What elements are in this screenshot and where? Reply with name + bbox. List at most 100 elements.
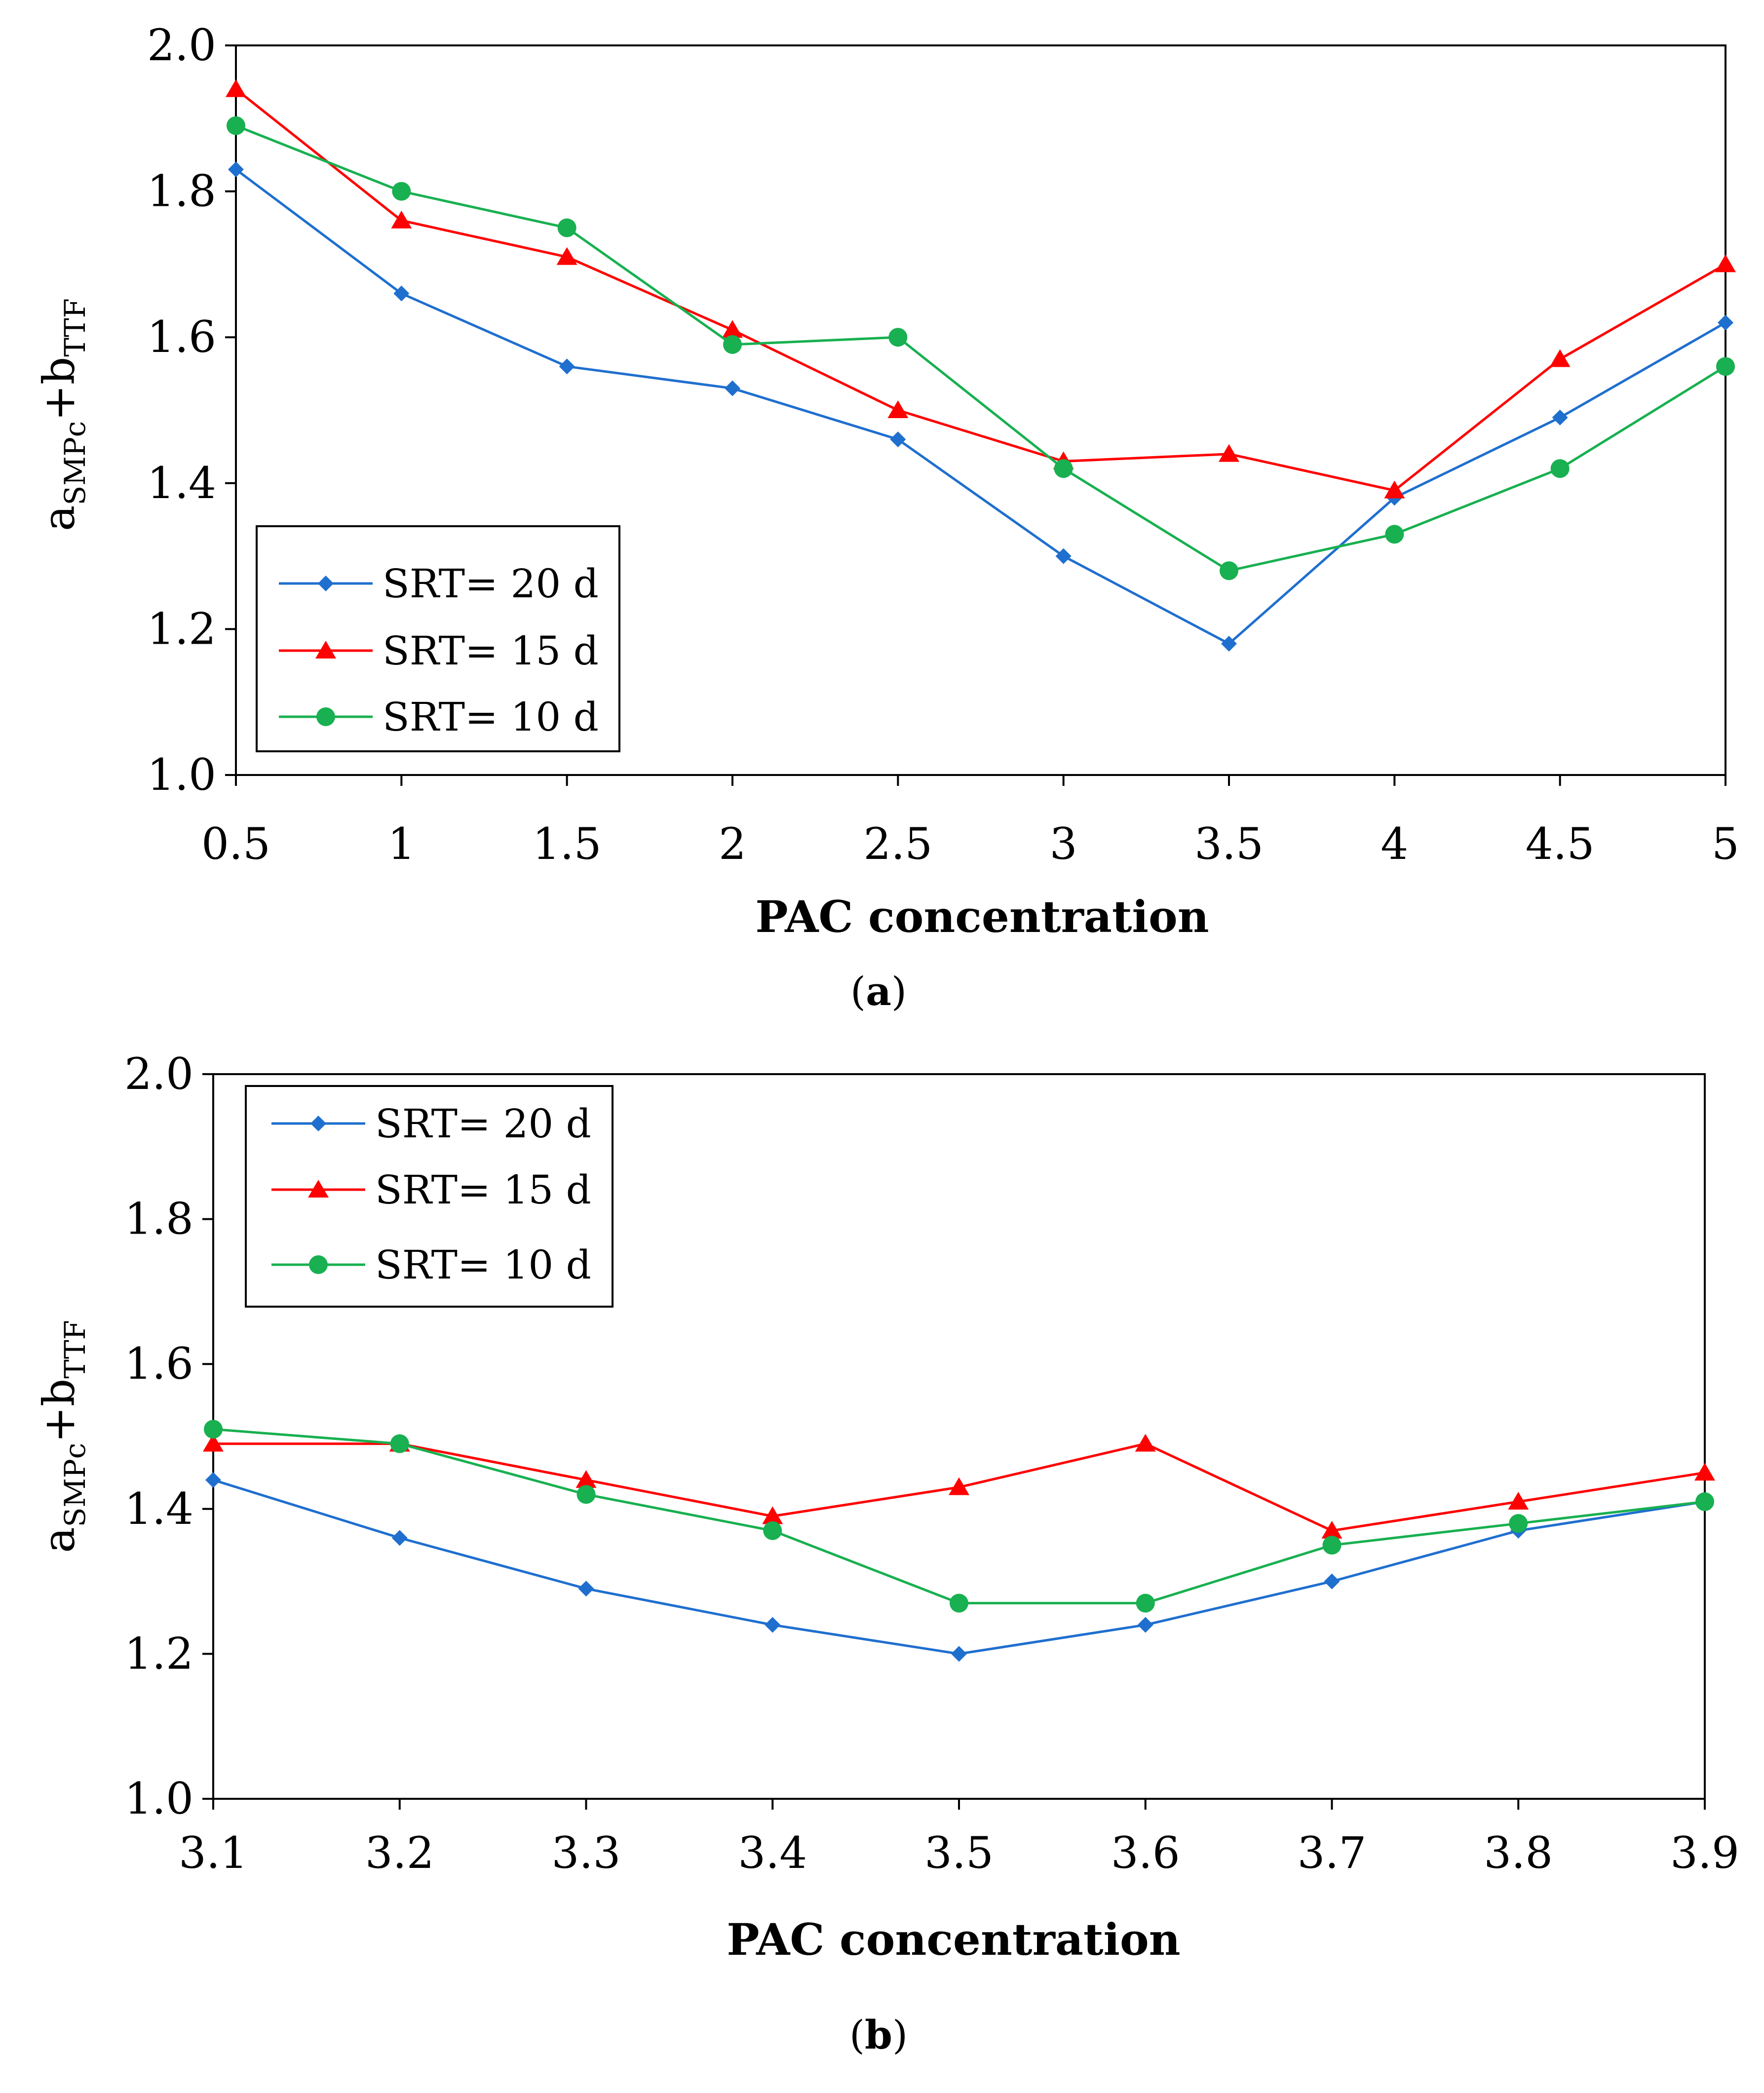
chart-a-point-srt20 bbox=[1055, 548, 1072, 564]
chart-b-point-srt15 bbox=[1694, 1463, 1715, 1481]
chart-a-y-tick-label: 1.8 bbox=[147, 166, 216, 217]
chart-a-point-srt15 bbox=[722, 320, 743, 338]
chart-b-point-srt20 bbox=[765, 1617, 781, 1633]
chart-a-point-srt10 bbox=[227, 116, 245, 135]
chart-a-legend-label-srt20: SRT= 20 d bbox=[383, 561, 599, 607]
chart-b-point-srt10 bbox=[950, 1593, 968, 1613]
chart-a-y-axis-title-sub1: SMPc bbox=[58, 421, 92, 505]
chart-b-point-srt15 bbox=[1135, 1434, 1156, 1452]
chart-a-y-tick-label: 2.0 bbox=[147, 20, 216, 71]
chart-a-point-srt10 bbox=[723, 335, 742, 354]
chart-a-x-tick-label: 4.5 bbox=[1526, 818, 1595, 869]
chart-b-point-srt10 bbox=[1509, 1514, 1528, 1533]
chart-a-y-axis-title: aSMPc+bTTF bbox=[34, 298, 92, 531]
chart-a-point-srt15 bbox=[226, 79, 246, 97]
chart-a-x-tick-label: 0.5 bbox=[201, 818, 270, 869]
chart-a-y-axis-title-a: a bbox=[34, 505, 84, 531]
chart-a-caption-open: ( bbox=[850, 969, 866, 1014]
chart-a-x-tick-label: 4 bbox=[1381, 818, 1408, 869]
chart-a-point-srt20 bbox=[1552, 409, 1568, 426]
chart-a-point-srt20 bbox=[725, 380, 740, 396]
chart-b-point-srt20 bbox=[205, 1472, 221, 1488]
chart-a-x-tick-label: 2.5 bbox=[863, 818, 932, 869]
chart-a-legend-item-srt10: SRT= 10 d bbox=[279, 694, 599, 740]
chart-a-x-tick-label: 5 bbox=[1712, 818, 1739, 869]
chart-b-point-srt20 bbox=[578, 1581, 594, 1597]
chart-b-point-srt20 bbox=[1137, 1617, 1153, 1633]
chart-a-legend-marker-srt15 bbox=[315, 641, 336, 659]
chart-b-point-srt10 bbox=[1136, 1593, 1155, 1613]
chart-a-point-srt15 bbox=[391, 210, 412, 229]
chart-a-series-line-srt10 bbox=[235, 124, 1726, 572]
chart-b-point-srt15 bbox=[762, 1506, 783, 1524]
chart-b-y-axis-title: aSMPc+bTTF bbox=[34, 1320, 92, 1553]
chart-a-point-srt10 bbox=[557, 218, 576, 237]
chart-b-y-tick-label: 1.2 bbox=[124, 1628, 193, 1679]
chart-b-point-srt15 bbox=[1321, 1520, 1342, 1539]
chart-a-point-srt20 bbox=[393, 285, 410, 302]
chart-a-point-srt10 bbox=[888, 328, 908, 347]
chart-a-y-ticks: 1.0 1.2 1.4 1.6 1.8 2.0 bbox=[147, 20, 236, 800]
chart-b-x-tick-label: 3.8 bbox=[1484, 1827, 1553, 1878]
chart-b-x-tick-label: 3.9 bbox=[1670, 1827, 1739, 1878]
chart-a: 1.01.21.41.61.82.0 0.5 1 1.5 2 2.5 3 3.5 4 4.5 5 … bbox=[34, 20, 1739, 1014]
chart-b-point-srt10 bbox=[1322, 1536, 1342, 1555]
chart-a-x-axis-title: PAC concentration bbox=[755, 891, 1209, 942]
chart-a-y-axis-title-plus: +b bbox=[34, 357, 84, 421]
chart-b-x-tick-label: 3.3 bbox=[552, 1827, 621, 1878]
chart-b-y-axis-title-sub1: SMPc bbox=[58, 1443, 92, 1527]
chart-b-y-axis-title-sub2: TTF bbox=[58, 1320, 92, 1379]
chart-a-point-srt10 bbox=[1220, 561, 1238, 581]
chart-a-point-srt10 bbox=[1054, 459, 1073, 478]
chart-b-point-srt10 bbox=[1695, 1492, 1714, 1512]
chart-b-point-srt20 bbox=[951, 1646, 967, 1662]
chart-b-x-tick-label: 3.1 bbox=[179, 1827, 248, 1878]
chart-a-series-line-srt20 bbox=[235, 168, 1726, 645]
chart-b-y-tick-label: 1.0 bbox=[124, 1773, 193, 1824]
chart-b-x-tick-label: 3.2 bbox=[365, 1827, 434, 1878]
chart-a-legend-label-srt10: SRT= 10 d bbox=[383, 694, 599, 740]
chart-b-x-tick-label: 3.5 bbox=[924, 1827, 994, 1878]
chart-b-point-srt20 bbox=[391, 1530, 408, 1546]
chart-a-y-tick-label: 1.6 bbox=[147, 311, 216, 362]
chart-b-point-srt10 bbox=[576, 1485, 596, 1504]
chart-b-point-srt15 bbox=[575, 1470, 597, 1488]
chart-b-legend-marker-srt10 bbox=[309, 1255, 328, 1274]
chart-a-caption-letter: a bbox=[866, 968, 891, 1014]
chart-a-caption: (a) bbox=[850, 968, 907, 1014]
chart-a-legend-marker-srt20 bbox=[318, 576, 334, 591]
chart-b-y-ticks: 1.0 1.2 1.4 1.6 1.8 2.0 bbox=[124, 1048, 213, 1824]
chart-a-x-tick-label: 3.5 bbox=[1194, 818, 1264, 869]
chart-a-plot-frame bbox=[235, 44, 1726, 776]
chart-b-point-srt20 bbox=[1324, 1573, 1340, 1589]
chart-b-y-tick-label: 2.0 bbox=[124, 1048, 193, 1099]
chart-b-caption-close: ) bbox=[892, 2012, 908, 2058]
chart-b-legend-label-srt10: SRT= 10 d bbox=[375, 1242, 591, 1288]
chart-b-caption-open: ( bbox=[849, 2012, 865, 2058]
chart-a-legend-item-srt20: SRT= 20 d bbox=[279, 561, 599, 607]
chart-a-series bbox=[226, 79, 1736, 652]
chart-b-series bbox=[203, 1420, 1715, 1662]
chart-b-x-axis-title: PAC concentration bbox=[727, 1914, 1180, 1965]
chart-a-point-srt15 bbox=[1219, 444, 1239, 462]
chart-b-y-axis-title-a: a bbox=[34, 1527, 84, 1552]
chart-a-x-ticks: 0.5 1 1.5 2 2.5 3 3.5 4 4.5 5 bbox=[201, 775, 1739, 869]
chart-b-point-srt15 bbox=[203, 1434, 224, 1452]
chart-b-legend-item-srt20: SRT= 20 d bbox=[271, 1101, 591, 1147]
chart-b-x-tick-label: 3.7 bbox=[1298, 1827, 1367, 1878]
chart-b-x-ticks: 3.1 3.2 3.3 3.4 3.5 3.6 3.7 3.8 3.9 bbox=[179, 1799, 1739, 1878]
chart-b-y-tick-label: 1.8 bbox=[124, 1194, 193, 1244]
chart-a-point-srt15 bbox=[556, 247, 577, 265]
chart-a-point-srt20 bbox=[1718, 314, 1733, 331]
chart-b-x-tick-label: 3.6 bbox=[1111, 1827, 1180, 1878]
chart-a-point-srt20 bbox=[559, 358, 575, 375]
chart-b-caption: (b) bbox=[849, 2012, 908, 2058]
chart-b-y-tick-label: 1.4 bbox=[124, 1483, 193, 1534]
chart-b-legend-item-srt10: SRT= 10 d bbox=[271, 1242, 591, 1288]
chart-b-point-srt10 bbox=[763, 1521, 782, 1540]
chart-a-point-srt15 bbox=[1549, 349, 1571, 367]
chart-b-point-srt15 bbox=[1508, 1492, 1529, 1510]
chart-a-y-tick-label: 1.4 bbox=[147, 458, 216, 508]
chart-b-caption-letter: b bbox=[865, 2012, 892, 2058]
chart-a-y-axis-title-sub2: TTF bbox=[58, 298, 92, 357]
